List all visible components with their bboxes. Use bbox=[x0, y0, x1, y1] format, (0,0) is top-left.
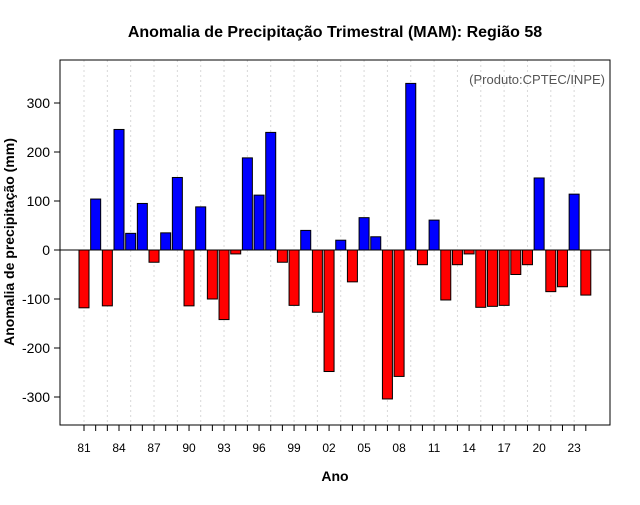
y-axis-label: Anomalia de precipitação (mm) bbox=[1, 138, 17, 346]
bar-2013 bbox=[451, 249, 463, 266]
bar-1993 bbox=[218, 249, 230, 321]
x-tick-label: 23 bbox=[567, 441, 581, 455]
bar-1999 bbox=[288, 249, 300, 306]
x-tick-label: 14 bbox=[462, 441, 476, 455]
bar-2004 bbox=[346, 249, 358, 283]
x-tick-label: 02 bbox=[322, 441, 336, 455]
bar-1991 bbox=[195, 206, 207, 251]
x-tick-label: 81 bbox=[77, 441, 91, 455]
bar-2007 bbox=[381, 249, 393, 400]
bar-2024 bbox=[580, 249, 592, 296]
x-tick-label: 93 bbox=[217, 441, 231, 455]
x-axis-label: Ano bbox=[321, 468, 348, 484]
bar-2008 bbox=[393, 249, 405, 377]
x-tick-label: 17 bbox=[497, 441, 511, 455]
x-tick-label: 90 bbox=[182, 441, 196, 455]
bar-2015 bbox=[475, 249, 487, 308]
bar-1987 bbox=[148, 249, 160, 263]
bar-1996 bbox=[253, 194, 265, 251]
bar-1982 bbox=[90, 198, 102, 251]
bar-1990 bbox=[183, 249, 195, 307]
bar-1984 bbox=[113, 128, 125, 251]
bar-1997 bbox=[265, 131, 277, 251]
x-axis: 81 84 87 90 93 96 99 02 05 08 11 14 17 20 23 bbox=[77, 425, 587, 455]
bar-2017 bbox=[498, 249, 510, 306]
y-tick-label: -200 bbox=[22, 340, 50, 356]
y-tick-label: -300 bbox=[22, 389, 50, 405]
bar-2005 bbox=[358, 217, 370, 251]
bar-1998 bbox=[276, 249, 288, 263]
y-tick-label: 100 bbox=[27, 193, 51, 209]
plot-frame bbox=[59, 59, 611, 426]
bar-2010 bbox=[416, 249, 428, 266]
bar-2000 bbox=[300, 229, 312, 251]
source-annotation: (Produto:CPTEC/INPE) bbox=[469, 72, 605, 87]
y-tick-label: 300 bbox=[27, 95, 51, 111]
bar-1981 bbox=[78, 249, 90, 309]
bar-1989 bbox=[171, 176, 183, 251]
y-tick-label: 200 bbox=[27, 144, 51, 160]
bar-2018 bbox=[510, 249, 522, 275]
grid-lines bbox=[83, 60, 575, 425]
x-tick-label: 11 bbox=[428, 441, 441, 455]
x-tick-label: 87 bbox=[147, 441, 161, 455]
bars bbox=[78, 82, 592, 400]
chart-title: Anomalia de Precipitação Trimestral (MAM… bbox=[128, 24, 542, 41]
bar-2023 bbox=[568, 193, 580, 251]
x-tick-label: 05 bbox=[357, 441, 371, 455]
bar-2003 bbox=[335, 239, 347, 251]
bar-2002 bbox=[323, 249, 335, 373]
bar-2006 bbox=[370, 236, 382, 251]
y-axis: -300 -200 -100 0 100 200 300 bbox=[22, 95, 60, 405]
bar-2001 bbox=[311, 249, 323, 313]
bar-2011 bbox=[428, 219, 440, 251]
bar-1986 bbox=[136, 202, 148, 251]
x-tick-label: 96 bbox=[252, 441, 266, 455]
bar-2021 bbox=[545, 249, 557, 293]
bar-2014 bbox=[463, 249, 475, 255]
x-tick-label: 84 bbox=[112, 441, 126, 455]
y-tick-label: -100 bbox=[22, 291, 50, 307]
bar-2009 bbox=[405, 82, 417, 251]
bar-2016 bbox=[486, 249, 498, 307]
bar-1994 bbox=[230, 249, 242, 255]
bar-1983 bbox=[101, 249, 113, 307]
bar-2020 bbox=[533, 177, 545, 251]
x-tick-label: 20 bbox=[532, 441, 546, 455]
x-tick-label: 08 bbox=[392, 441, 406, 455]
bar-1985 bbox=[125, 232, 137, 251]
bar-1995 bbox=[241, 157, 253, 251]
bar-1992 bbox=[206, 249, 218, 300]
bar-2019 bbox=[521, 249, 533, 266]
x-tick-label: 99 bbox=[287, 441, 301, 455]
bar-2022 bbox=[556, 249, 568, 288]
y-tick-label: 0 bbox=[42, 242, 50, 258]
bar-1988 bbox=[160, 232, 172, 251]
bar-2012 bbox=[440, 249, 452, 301]
